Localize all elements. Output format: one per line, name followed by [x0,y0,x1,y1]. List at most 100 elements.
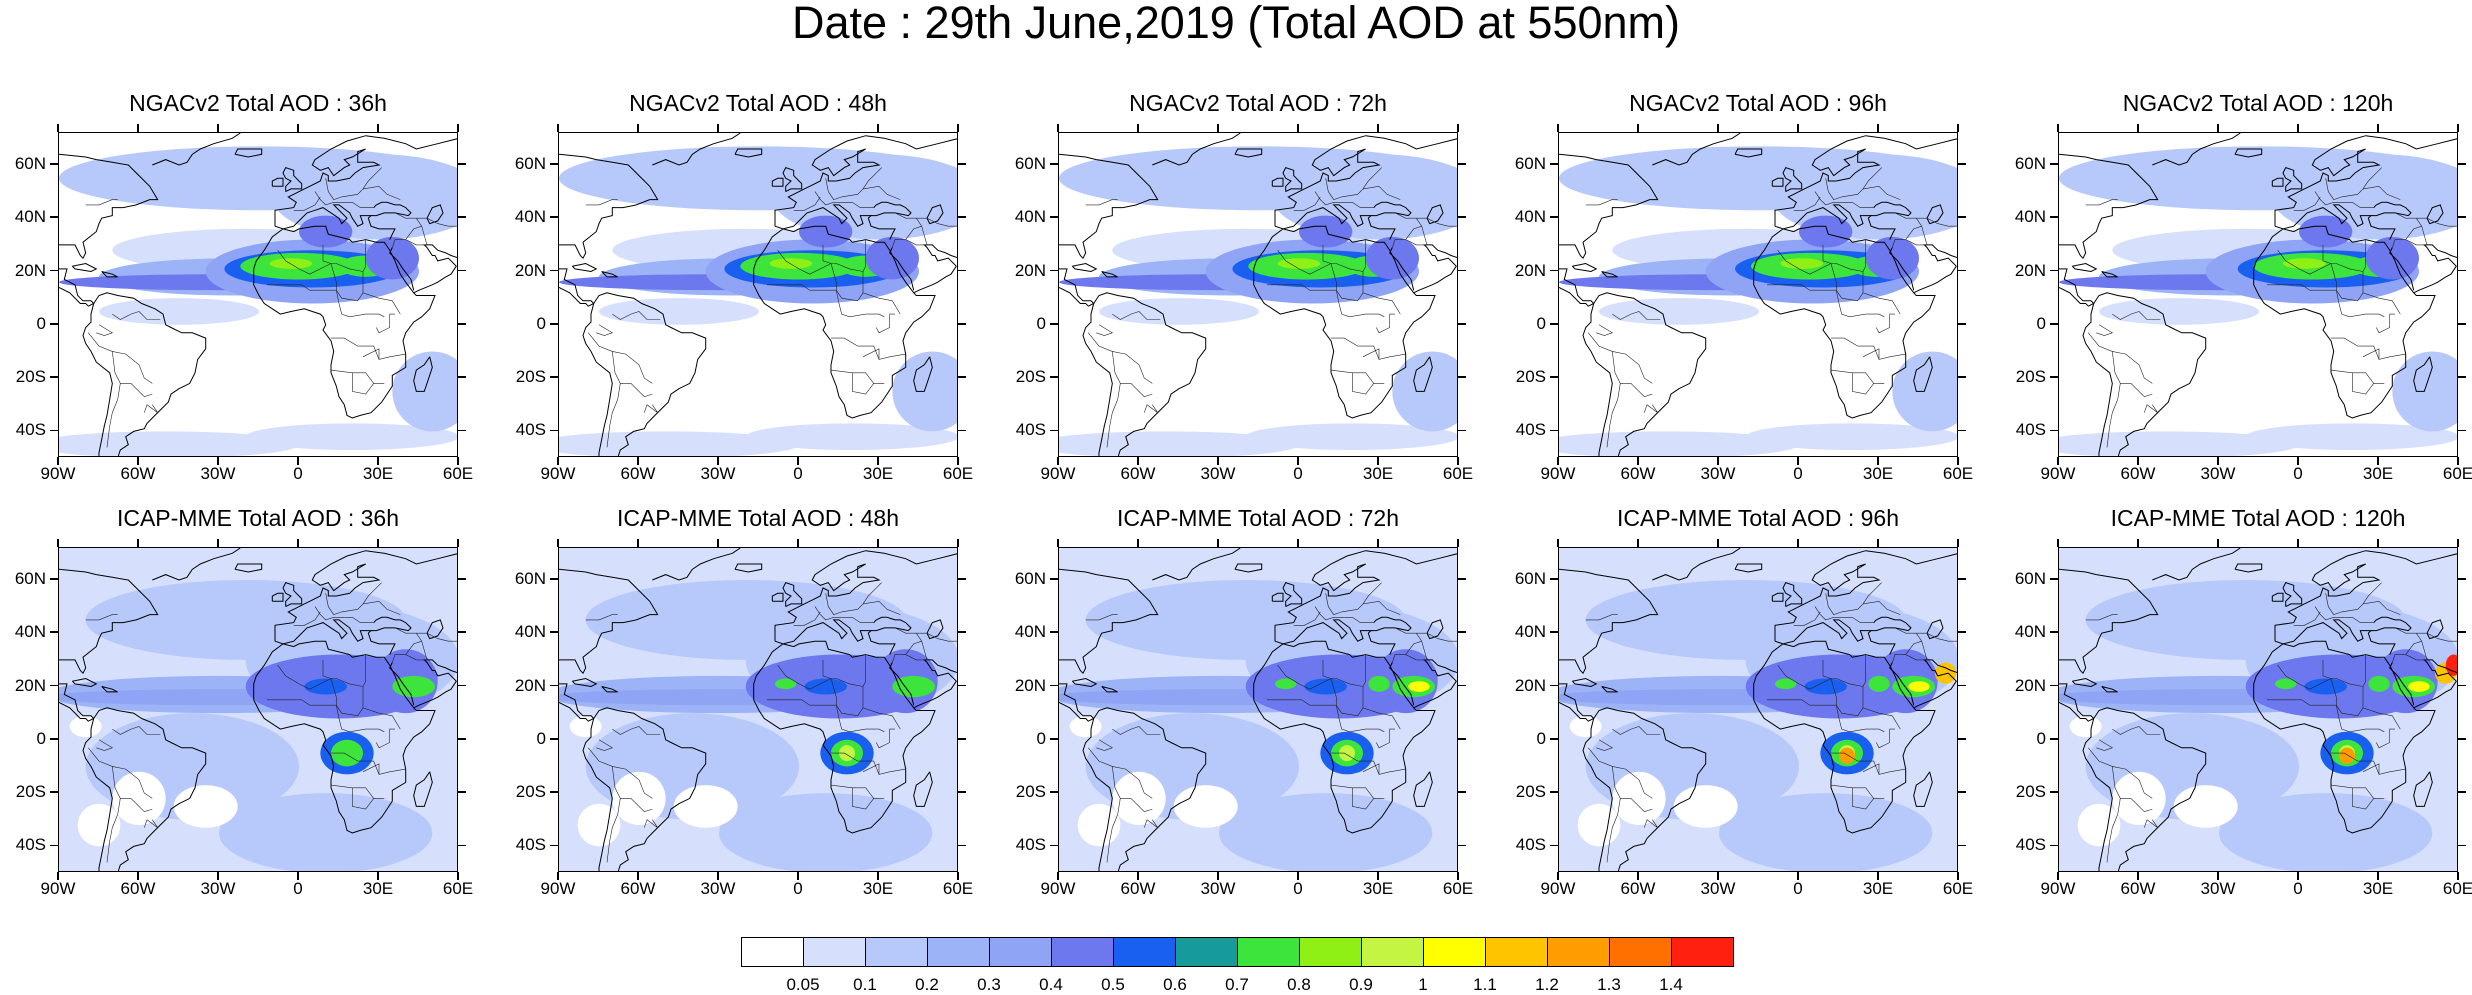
country-borders [1085,582,1457,863]
lat-tick [1550,163,1558,165]
lat-tick [2458,376,2466,378]
lat-tick [1050,269,1058,272]
colorbar-swatch [1547,937,1610,967]
lat-tick [1550,791,1558,793]
lon-label: 60E [942,879,974,898]
map-panel: NGACv2 Total AOD : 72h 60N 40N 20N 0 20S 40S 90… [1015,90,1473,483]
lon-label: 30W [700,464,736,483]
lat-label: 40N [514,207,546,227]
lat-tick [1050,844,1058,847]
lon-label: 30W [700,879,736,898]
coastlines [2059,133,2457,456]
lat-tick [2050,684,2058,687]
colorbar-label: 0.1 [853,975,877,994]
lon-label: 60W [120,879,156,898]
lat-tick [958,791,966,793]
lon-label: 90W [40,879,76,898]
colorbar-swatch [1609,937,1672,967]
country-borders [585,167,957,448]
lat-tick [1958,791,1966,793]
colorbar-swatch [1299,937,1362,967]
lon-tick [877,124,879,132]
colorbar-label: 0.8 [1287,975,1311,994]
lat-tick [1958,684,1966,687]
lat-tick [2050,844,2058,847]
lat-tick [458,631,466,633]
lat-tick [1458,269,1466,272]
lon-tick [717,872,719,880]
lat-tick [50,376,58,378]
lat-tick [2458,684,2466,687]
lat-tick [1458,738,1466,740]
lat-tick [1958,376,1966,378]
lon-tick [1457,872,1459,880]
colorbar-label: 0.9 [1349,975,1373,994]
lon-tick [1637,539,1639,547]
lon-tick [1297,539,1299,547]
lon-tick [1957,457,1959,465]
lat-label: 20S [2015,367,2046,387]
colorbar-swatch [803,937,866,967]
lat-tick [550,844,558,847]
lat-tick [1550,631,1558,633]
colorbar-swatch [741,937,804,967]
panel-title: NGACv2 Total AOD : 120h [2122,90,2394,116]
lon-tick [2377,457,2379,465]
lon-tick [2137,124,2139,132]
lat-label: 40S [15,835,46,855]
lon-label: 60W [2120,879,2156,898]
lon-tick [297,124,299,132]
lat-tick [458,216,466,218]
coastlines [59,133,457,456]
lat-tick [1050,791,1058,793]
lat-label: 0 [36,728,46,748]
coastlines [1559,548,1957,871]
lon-tick [2457,539,2459,547]
lat-label: 40S [1015,835,1046,855]
colorbar-label: 1.3 [1597,975,1621,994]
panel-title: NGACv2 Total AOD : 96h [1629,90,1887,116]
lat-label: 40S [2015,835,2046,855]
lon-tick [1957,872,1959,880]
lat-tick [458,738,466,740]
lat-tick [2458,738,2466,740]
colorbar-label: 0.6 [1163,975,1187,994]
lat-tick [1458,631,1466,633]
lon-tick [957,457,959,465]
lat-tick [550,429,558,432]
lon-label: 0 [793,464,803,483]
lon-label: 30E [1862,464,1894,483]
lon-label: 90W [1540,879,1576,898]
lon-tick [1797,457,1799,465]
aod-field [1559,146,1957,456]
map-panel: ICAP-MME Total AOD : 120h 60N 40N 20N 0 20S 40… [2015,505,2472,898]
lon-tick [637,457,639,465]
lat-tick [1550,269,1558,272]
colorbar-label: 0.4 [1039,975,1063,994]
lat-label: 0 [1536,313,1546,333]
colorbar-label: 0.7 [1225,975,1249,994]
colorbar-swatch [1113,937,1176,967]
lon-tick [1717,539,1719,547]
lon-label: 30W [200,464,236,483]
lon-tick [1797,539,1799,547]
panel-title: ICAP-MME Total AOD : 120h [2110,505,2406,531]
coastlines [559,133,957,456]
lat-tick [50,323,58,325]
map-panel: ICAP-MME Total AOD : 36h 60N 40N 20N 0 20S 40S… [15,505,473,898]
lon-tick [217,124,219,132]
lat-label: 40N [14,207,46,227]
lat-tick [1458,323,1466,325]
lat-tick [1458,684,1466,687]
panel-title: NGACv2 Total AOD : 36h [129,90,387,116]
lon-tick [557,872,559,880]
lon-tick [1137,124,1139,132]
lat-tick [2050,323,2058,325]
lon-tick [1557,539,1559,547]
country-borders [85,167,457,448]
lat-label: 40S [1515,420,1546,440]
lat-tick [550,578,558,580]
lon-tick [2457,457,2459,465]
lon-label: 60W [2120,464,2156,483]
lon-tick [1217,457,1219,465]
